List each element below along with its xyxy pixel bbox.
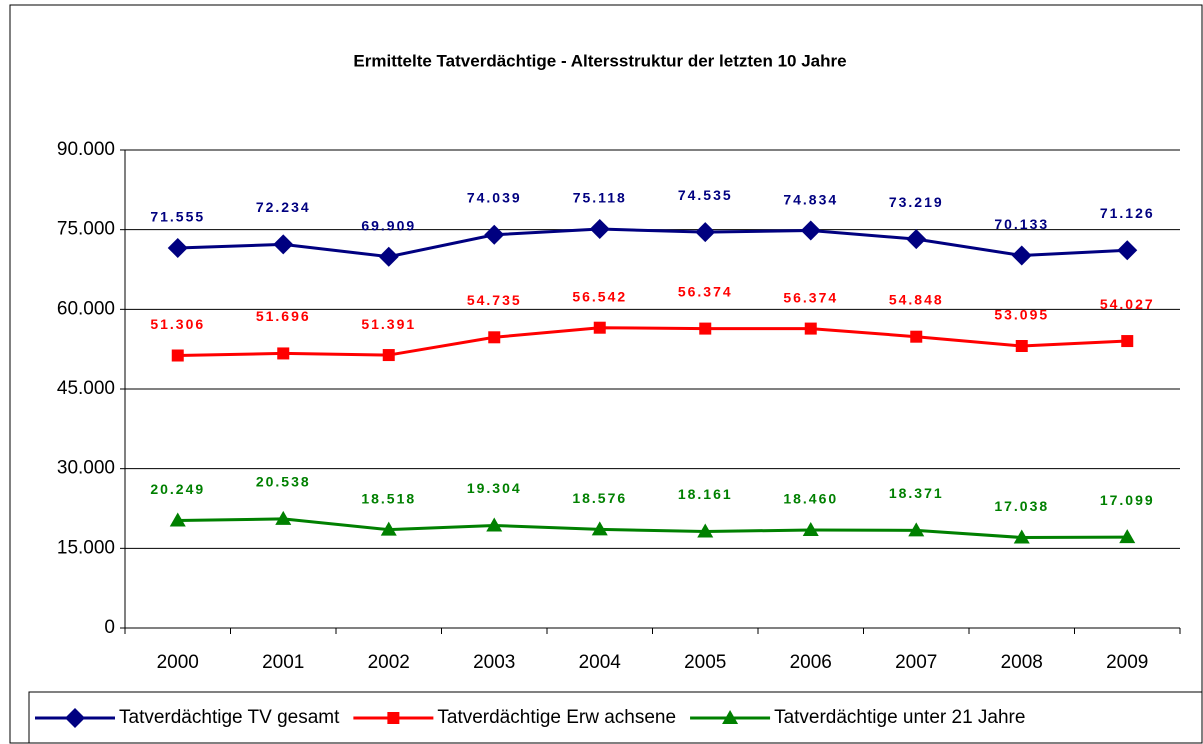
marker [277,347,290,360]
marker [1119,529,1136,544]
marker [1015,340,1028,353]
marker [699,322,712,335]
marker [591,521,608,536]
chart-title: Ermittelte Tatverdächtige - Altersstrukt… [353,51,846,70]
marker [910,330,923,343]
series-line [177,227,1128,259]
data-label: 17.099 [1100,492,1155,508]
data-label: 18.460 [783,491,838,507]
x-tick-label: 2007 [895,652,937,673]
data-label: 51.306 [150,316,205,332]
data-label: 56.374 [783,289,838,305]
marker [1011,245,1032,266]
y-tick-label: 30.000 [57,458,115,479]
marker [65,708,85,728]
marker [908,522,925,537]
x-tick-label: 2003 [473,652,515,673]
marker [380,521,397,536]
marker [378,246,399,267]
data-label: 19.304 [467,480,522,496]
data-label: 74.039 [467,189,522,205]
y-tick-label: 0 [104,617,115,638]
marker [697,523,714,538]
x-tick-label: 2009 [1106,652,1148,673]
y-tick-label: 75.000 [57,219,115,240]
data-label: 75.118 [573,190,627,206]
legend-label: Tatverdächtige Erw achsene [437,707,676,728]
y-tick-label: 45.000 [57,378,115,399]
data-label: 71.555 [150,209,205,225]
marker [906,229,927,250]
data-label: 18.576 [572,490,627,506]
x-tick-label: 2002 [368,652,410,673]
data-label: 69.909 [361,217,416,233]
series-line [177,517,1128,540]
data-label: 18.371 [889,485,944,501]
data-label: 53.095 [994,307,1049,323]
data-label: 71.126 [1100,205,1155,221]
y-tick-label: 15.000 [57,537,115,558]
data-label: 51.696 [256,308,311,324]
chart-frame [9,4,1203,744]
marker [695,222,716,243]
marker [171,349,184,362]
data-label: 18.161 [678,486,733,502]
data-label: 54.027 [1100,296,1155,312]
data-label: 70.133 [994,216,1049,232]
data-label: 72.234 [256,199,311,215]
marker [802,521,819,536]
marker [488,331,501,344]
data-label: 51.391 [361,316,416,332]
data-label: 20.249 [150,481,205,497]
data-label: 56.374 [678,283,733,299]
x-tick-label: 2004 [579,652,622,673]
x-tick-label: 2001 [262,652,304,673]
x-tick-label: 2006 [790,652,832,673]
data-label: 56.542 [572,288,627,304]
marker [484,224,505,245]
marker [1117,240,1138,261]
data-label: 54.735 [467,292,522,308]
data-label: 17.038 [994,498,1049,514]
data-label: 73.219 [889,194,944,210]
series-line [177,326,1128,358]
legend-box [28,691,1203,744]
marker [486,517,503,532]
marker [169,512,186,527]
marker [1013,529,1030,544]
marker [387,712,400,724]
x-tick-label: 2005 [684,652,726,673]
data-label: 74.535 [678,187,733,203]
marker [800,220,821,241]
marker [1121,335,1134,348]
legend-label: Tatverdächtige unter 21 Jahre [774,707,1025,728]
marker [167,237,188,258]
data-label: 54.848 [889,291,944,307]
marker [804,322,817,335]
marker [273,234,294,255]
marker [275,510,292,525]
data-label: 74.834 [783,191,838,207]
y-tick-label: 90.000 [57,139,115,160]
data-label: 20.538 [256,474,311,490]
legend-label: Tatverdächtige TV gesamt [119,707,340,728]
x-tick-label: 2008 [1001,652,1043,673]
marker [382,349,395,362]
marker [589,219,610,240]
data-label: 18.518 [361,490,416,506]
x-tick-label: 2000 [157,652,199,673]
marker [722,710,739,724]
marker [593,321,606,334]
y-tick-label: 60.000 [57,298,115,319]
